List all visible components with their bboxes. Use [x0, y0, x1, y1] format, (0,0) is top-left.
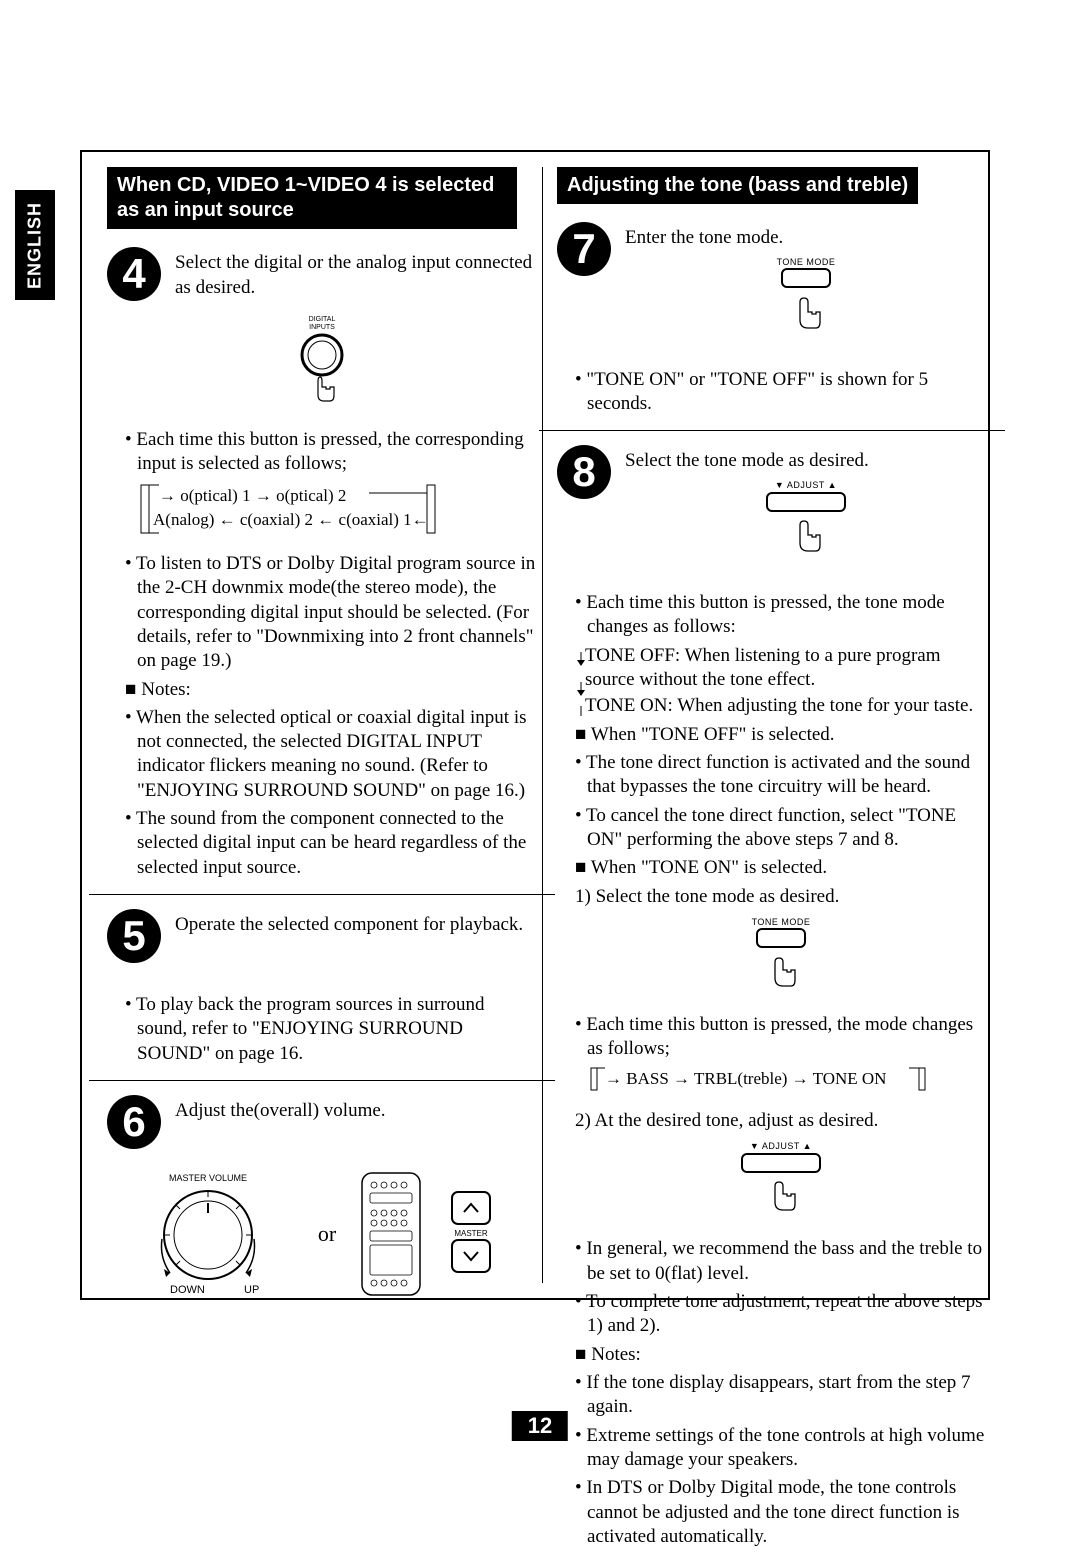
digital-inputs-diagram: DIGITAL INPUTS — [107, 311, 537, 416]
step-7: 7 Enter the tone mode. TONE MODE — [557, 222, 987, 358]
svg-text:MASTER VOLUME: MASTER VOLUME — [169, 1173, 247, 1183]
svg-text:A(nalog) ← c(oaxial) 2 ← c(oax: A(nalog) ← c(oaxial) 2 ← c(oaxial) 1← — [153, 510, 429, 529]
manual-page: ENGLISH When CD, VIDEO 1~VIDEO 4 is sele… — [0, 0, 1080, 1479]
step-4-text: Select the digital or the analog input c… — [175, 247, 537, 300]
adjust-button-icon — [766, 492, 846, 512]
divider-5-6 — [89, 1080, 555, 1081]
svg-text:MASTER: MASTER — [454, 1229, 488, 1238]
svg-text:INPUTS: INPUTS — [309, 324, 335, 331]
volume-diagram: MASTER VOLUME DOWN UP — [107, 1169, 537, 1299]
tone-on-step2: 2) At the desired tone, adjust as desire… — [575, 1109, 987, 1133]
step-number-5: 5 — [107, 909, 161, 963]
adjust-label: ▼ ADJUST ▲ — [625, 480, 987, 492]
s8-n3: • In DTS or Dolby Digital mode, the tone… — [575, 1476, 987, 1549]
step-5-text: Operate the selected component for playb… — [175, 909, 523, 938]
step4-body: • Each time this button is pressed, the … — [107, 428, 537, 880]
column-divider — [542, 167, 543, 1283]
tone-on-heading: ■ When "TONE ON" is selected. — [575, 856, 987, 880]
s4-b2: • To listen to DTS or Dolby Digital prog… — [125, 552, 537, 674]
remote-control-icon — [356, 1169, 426, 1299]
step-number-7: 7 — [557, 222, 611, 276]
right-column: Adjusting the tone (bass and treble) 7 E… — [557, 167, 987, 1553]
s4-notes: ■ Notes: — [125, 678, 537, 702]
adjust-label-2: ▼ ADJUST ▲ — [575, 1141, 987, 1153]
step-number-4: 4 — [107, 247, 161, 301]
tone-mode-button-icon — [781, 268, 831, 288]
tone-off-heading: ■ When "TONE OFF" is selected. — [575, 723, 987, 747]
hand-icon — [786, 519, 826, 561]
tone-mode-label: TONE MODE — [625, 257, 987, 269]
tone-off-line: TONE OFF: When listening to a pure progr… — [585, 644, 987, 693]
left-column: When CD, VIDEO 1~VIDEO 4 is selected as … — [107, 167, 537, 1311]
step-8: 8 Select the tone mode as desired. ▼ ADJ… — [557, 445, 987, 581]
s8-n2: • Extreme settings of the tone controls … — [575, 1424, 987, 1473]
bass-trbl-sequence: → BASS → TRBL(treble) → TONE ON — [589, 1066, 929, 1094]
s8-notes: ■ Notes: — [575, 1343, 987, 1367]
step-number-8: 8 — [557, 445, 611, 499]
step-7-text: Enter the tone mode. — [625, 226, 987, 251]
s5-b1: • To play back the program sources in su… — [125, 993, 537, 1066]
hand-icon — [761, 1180, 801, 1218]
step-8-text: Select the tone mode as desired. — [625, 449, 987, 474]
step-4: 4 Select the digital or the analog input… — [107, 247, 537, 301]
tone-on-step1-bullet: • Each time this button is pressed, the … — [575, 1013, 987, 1062]
s8-repeat: • To complete tone adjustment, repeat th… — [575, 1290, 987, 1339]
tone-on-line: TONE ON: When adjusting the tone for you… — [585, 694, 987, 718]
s8-gen: • In general, we recommend the bass and … — [575, 1237, 987, 1286]
tone-off-b1: • The tone direct function is activated … — [575, 751, 987, 800]
adjust-button-icon-2 — [741, 1153, 821, 1173]
hand-icon — [786, 296, 826, 338]
input-sequence-diagram: → o(ptical) 1 → o(ptical) 2 A(nalog) ← c… — [139, 483, 439, 535]
divider-4-5 — [89, 894, 555, 895]
tone-on-step1: 1) Select the tone mode as desired. — [575, 885, 987, 909]
svg-text:→ o(ptical) 1 → o(ptical) 2: → o(ptical) 1 → o(ptical) 2 — [159, 486, 346, 505]
hand-icon — [761, 956, 801, 994]
step7-body: • "TONE ON" or "TONE OFF" is shown for 5… — [557, 368, 987, 417]
step-5: 5 Operate the selected component for pla… — [107, 909, 537, 963]
master-buttons: MASTER — [446, 1186, 496, 1281]
step-6: 6 Adjust the(overall) volume. — [107, 1095, 537, 1149]
digital-inputs-label: DIGITAL — [309, 316, 336, 323]
tone-cycle-arrows — [571, 644, 591, 724]
divider-7-8 — [539, 430, 1005, 431]
step5-body: • To play back the program sources in su… — [107, 993, 537, 1066]
svg-text:→ BASS → TRBL(treble) → TONE O: → BASS → TRBL(treble) → TONE ON — [605, 1069, 886, 1088]
page-number: 12 — [512, 1411, 568, 1441]
svg-text:UP: UP — [244, 1284, 259, 1296]
svg-text:DOWN: DOWN — [170, 1284, 205, 1296]
master-volume-knob: MASTER VOLUME DOWN UP — [148, 1169, 298, 1299]
s4-b3: • When the selected optical or coaxial d… — [125, 706, 537, 803]
hand-icon — [318, 377, 334, 401]
tone-mode-label-2: TONE MODE — [575, 917, 987, 929]
page-frame: When CD, VIDEO 1~VIDEO 4 is selected as … — [80, 150, 990, 1300]
heading-tone: Adjusting the tone (bass and treble) — [557, 167, 918, 204]
tone-off-b2: • To cancel the tone direct function, se… — [575, 804, 987, 853]
or-label: or — [318, 1221, 336, 1247]
step-6-text: Adjust the(overall) volume. — [175, 1095, 386, 1124]
s4-b4: • The sound from the component connected… — [125, 807, 537, 880]
s4-b1: • Each time this button is pressed, the … — [125, 428, 537, 477]
step8-body: • Each time this button is pressed, the … — [557, 591, 987, 1549]
heading-input-source: When CD, VIDEO 1~VIDEO 4 is selected as … — [107, 167, 517, 229]
s8-b1: • Each time this button is pressed, the … — [575, 591, 987, 640]
s8-n1: • If the tone display disappears, start … — [575, 1371, 987, 1420]
tone-mode-button-icon-2 — [756, 928, 806, 948]
s7-b1: • "TONE ON" or "TONE OFF" is shown for 5… — [575, 368, 987, 417]
step-number-6: 6 — [107, 1095, 161, 1149]
language-tab: ENGLISH — [15, 190, 55, 300]
